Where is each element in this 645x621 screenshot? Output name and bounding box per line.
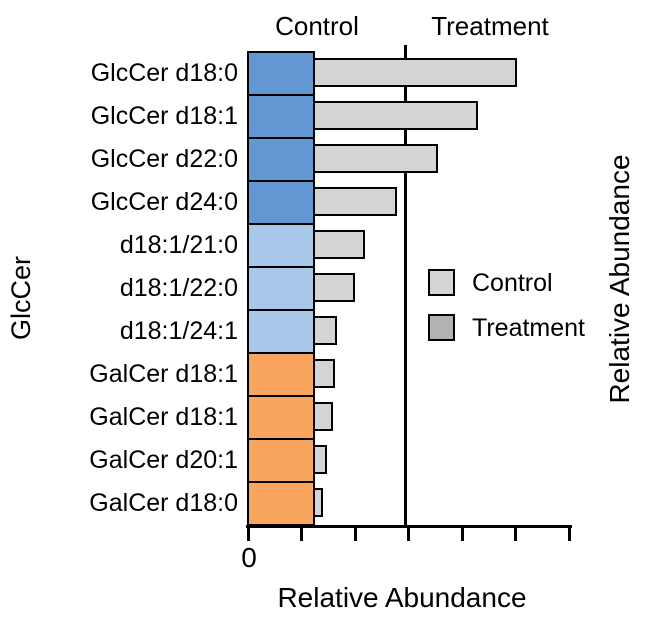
x-axis-tick (514, 525, 517, 541)
category-color-block (247, 180, 315, 225)
category-label: d18:1/22:0 (119, 274, 238, 302)
header-control: Control (275, 11, 359, 41)
y-axis-label-right: Relative Abundance (604, 154, 635, 404)
legend-control-label: Control (472, 269, 553, 297)
category-color-block (247, 395, 315, 440)
control-treatment-divider-line (404, 45, 408, 525)
control-bar (313, 445, 328, 474)
category-color-block (247, 223, 315, 268)
category-color-block (247, 438, 315, 483)
category-label: GlcCer d18:0 (90, 59, 238, 87)
category-color-block (247, 137, 315, 182)
control-bar (313, 359, 336, 388)
x-axis-tick-label-zero: 0 (241, 542, 257, 573)
category-color-block (247, 352, 315, 397)
category-label: GalCer d20:1 (89, 446, 238, 474)
x-axis-tick (246, 525, 250, 541)
header-treatment: Treatment (431, 11, 549, 41)
category-color-block (247, 266, 315, 311)
control-bar (313, 187, 398, 216)
category-label: d18:1/21:0 (119, 231, 238, 259)
x-axis-tick (300, 525, 303, 541)
x-axis-tick (407, 525, 410, 541)
legend-treatment-swatch-icon (428, 314, 455, 341)
legend-treatment-label: Treatment (472, 314, 586, 342)
control-bar (313, 273, 355, 302)
x-axis-label: Relative Abundance (277, 582, 527, 613)
category-color-block (247, 481, 315, 526)
category-label: GlcCer d24:0 (90, 188, 238, 216)
category-color-block (247, 309, 315, 354)
control-bar (313, 58, 518, 87)
x-axis-tick (567, 525, 571, 541)
legend-control-swatch-icon (428, 269, 455, 296)
x-axis-tick (460, 525, 464, 541)
x-axis-tick (353, 525, 357, 541)
category-color-block (247, 51, 315, 96)
category-label: d18:1/24:1 (119, 317, 238, 345)
category-label: GalCer d18:1 (89, 360, 238, 388)
category-label: GalCer d18:1 (89, 403, 238, 431)
category-color-block (247, 94, 315, 139)
control-bar (313, 144, 438, 173)
control-bar (313, 230, 366, 259)
category-label: GlcCer d22:0 (90, 145, 238, 173)
category-label: GalCer d18:0 (89, 489, 238, 517)
category-label: GlcCer d18:1 (90, 102, 238, 130)
control-bar (313, 101, 479, 130)
control-bar (313, 316, 337, 345)
control-bar (313, 402, 334, 431)
